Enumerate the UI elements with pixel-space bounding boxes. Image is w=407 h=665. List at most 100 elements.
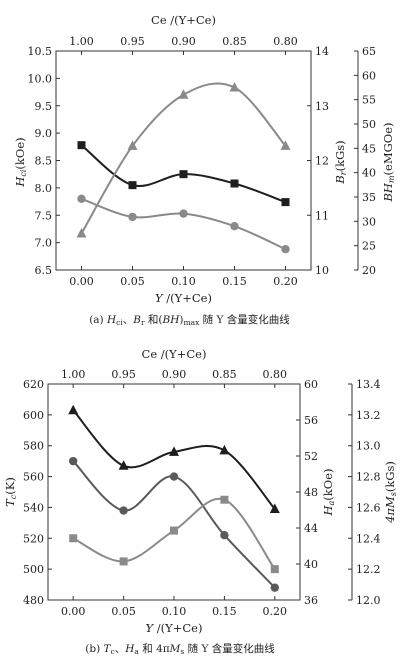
top-tick-label: 1.00 bbox=[69, 35, 94, 48]
figure-caption: (a) Hci、Br 和(BH)max 随 Y 含量变化曲线 bbox=[89, 313, 290, 327]
series-2-point bbox=[220, 495, 229, 504]
right1-tick-label: 56 bbox=[304, 414, 318, 427]
right1-tick-label: 48 bbox=[304, 486, 318, 499]
series-0-point bbox=[230, 179, 239, 188]
right2-tick-label: 12.6 bbox=[356, 501, 381, 514]
x-tick-label: 0.00 bbox=[61, 605, 86, 618]
left-axis-label: Tc(K) bbox=[3, 477, 18, 507]
right2-tick-label: 40 bbox=[362, 167, 376, 180]
series-0-point bbox=[128, 181, 137, 190]
right1-tick-label: 52 bbox=[304, 450, 318, 463]
top-tick-label: 0.80 bbox=[263, 368, 288, 381]
right2-tick-label: 35 bbox=[362, 191, 376, 204]
series-1-line bbox=[81, 197, 286, 251]
right1-tick-label: 14 bbox=[315, 45, 329, 58]
series-2-point bbox=[178, 89, 189, 99]
right1-tick-label: 12 bbox=[315, 155, 329, 168]
series-2-point bbox=[127, 140, 138, 150]
left-tick-label: 6.5 bbox=[35, 264, 53, 277]
series-2-point bbox=[229, 82, 240, 92]
x-tick-label: 0.05 bbox=[120, 275, 145, 288]
left-tick-label: 9.5 bbox=[35, 100, 53, 113]
series-1-point bbox=[281, 244, 290, 254]
left-tick-label: 520 bbox=[23, 532, 44, 545]
right2-tick-label: 45 bbox=[362, 142, 376, 155]
top-tick-label: 0.80 bbox=[273, 35, 298, 48]
left-tick-label: 540 bbox=[23, 501, 44, 514]
series-2-point bbox=[76, 228, 87, 238]
series-1-point bbox=[179, 209, 188, 218]
right1-axis-label: Br(kGs) bbox=[333, 140, 348, 184]
x-tick-label: 0.20 bbox=[263, 605, 288, 618]
series-0-point bbox=[169, 446, 179, 456]
chart-b: Ce /(Y+Ce) 0.00 1.00 0.05 0.95 0.10 0.90 0.15 0.… bbox=[3, 347, 398, 656]
left-axis-label: Hci(kOe) bbox=[13, 137, 28, 187]
left-tick-label: 7.0 bbox=[35, 237, 53, 250]
left-tick-label: 500 bbox=[23, 563, 44, 576]
series-0-point bbox=[219, 444, 230, 455]
series-1-point bbox=[119, 506, 128, 515]
x-axis-label: Y /(Y+Ce) bbox=[155, 291, 212, 305]
right2-tick-label: 65 bbox=[362, 45, 376, 58]
top-tick-label: 0.85 bbox=[222, 35, 247, 48]
x-tick-label: 0.20 bbox=[273, 275, 298, 288]
left-tick-label: 560 bbox=[23, 471, 44, 484]
series-0-line bbox=[72, 409, 276, 510]
right2-axis-label: 4πMs(kGs) bbox=[383, 461, 398, 524]
series-0-point bbox=[118, 460, 129, 470]
left-tick-label: 480 bbox=[23, 594, 44, 607]
right1-tick-label: 44 bbox=[304, 522, 318, 535]
right2-tick-label: 13.0 bbox=[356, 440, 381, 453]
series-1-point bbox=[77, 194, 86, 204]
x-tick-label: 0.15 bbox=[222, 275, 247, 288]
series-1-point bbox=[128, 212, 137, 222]
left-tick-label: 580 bbox=[23, 440, 44, 453]
top-tick-label: 0.90 bbox=[171, 35, 196, 48]
right2-tick-label: 50 bbox=[362, 118, 376, 131]
series-0-point bbox=[68, 404, 79, 415]
series-0-point bbox=[179, 170, 188, 179]
series-0-point bbox=[269, 503, 280, 513]
x-tick-label: 0.15 bbox=[212, 605, 237, 618]
left-tick-label: 620 bbox=[23, 378, 44, 391]
left-tick-label: 8.5 bbox=[35, 155, 53, 168]
right2-tick-label: 13.2 bbox=[356, 409, 381, 422]
right2-tick-label: 55 bbox=[362, 94, 376, 107]
plot-frame bbox=[55, 50, 312, 271]
left-tick-label: 10.5 bbox=[28, 45, 53, 58]
right2-tick-label: 25 bbox=[362, 240, 376, 253]
top-tick-label: 1.00 bbox=[61, 368, 86, 381]
right1-tick-label: 11 bbox=[315, 209, 329, 222]
series-0-point bbox=[281, 198, 290, 207]
top-tick-label: 0.90 bbox=[162, 368, 187, 381]
right2-tick-label: 12.8 bbox=[356, 471, 381, 484]
x-tick-label: 0.05 bbox=[111, 605, 136, 618]
top-tick-label: 0.85 bbox=[212, 368, 237, 381]
series-2-point bbox=[69, 534, 78, 543]
series-2-point bbox=[280, 140, 291, 150]
right1-tick-label: 60 bbox=[304, 378, 318, 391]
x-tick-label: 0.10 bbox=[171, 275, 196, 288]
series-1-point bbox=[169, 472, 179, 481]
top-axis-label: Ce /(Y+Ce) bbox=[151, 13, 216, 27]
series-2-point bbox=[270, 565, 279, 574]
left-tick-label: 10.0 bbox=[28, 72, 53, 85]
series-2-point bbox=[119, 557, 128, 566]
right1-tick-label: 36 bbox=[304, 594, 318, 607]
left-tick-label: 7.5 bbox=[35, 209, 53, 222]
right1-tick-label: 10 bbox=[315, 264, 329, 277]
figure-caption: (b) Tc、Ha 和 4πMs 随 Y 含量变化曲线 bbox=[85, 642, 275, 656]
top-axis-label: Ce /(Y+Ce) bbox=[142, 347, 207, 361]
series-2-point bbox=[170, 526, 178, 535]
right2-tick-label: 20 bbox=[362, 264, 376, 277]
right2-tick-label: 12.0 bbox=[356, 594, 381, 607]
right2-axis-label: BHm(eMGOe) bbox=[381, 122, 396, 202]
left-tick-label: 8.0 bbox=[35, 182, 53, 195]
right2-tick-label: 60 bbox=[362, 69, 376, 82]
series-1-point bbox=[220, 531, 229, 540]
series-1-point bbox=[69, 456, 78, 466]
right1-axis-label: Ha(kOe) bbox=[321, 469, 336, 517]
top-tick-label: 0.95 bbox=[111, 368, 136, 381]
right1-tick-label: 40 bbox=[304, 558, 318, 571]
chart-a: Ce /(Y+Ce) 0.00 1.00 0.05 0.95 0.10 0.90 0.15 0.… bbox=[13, 13, 396, 327]
